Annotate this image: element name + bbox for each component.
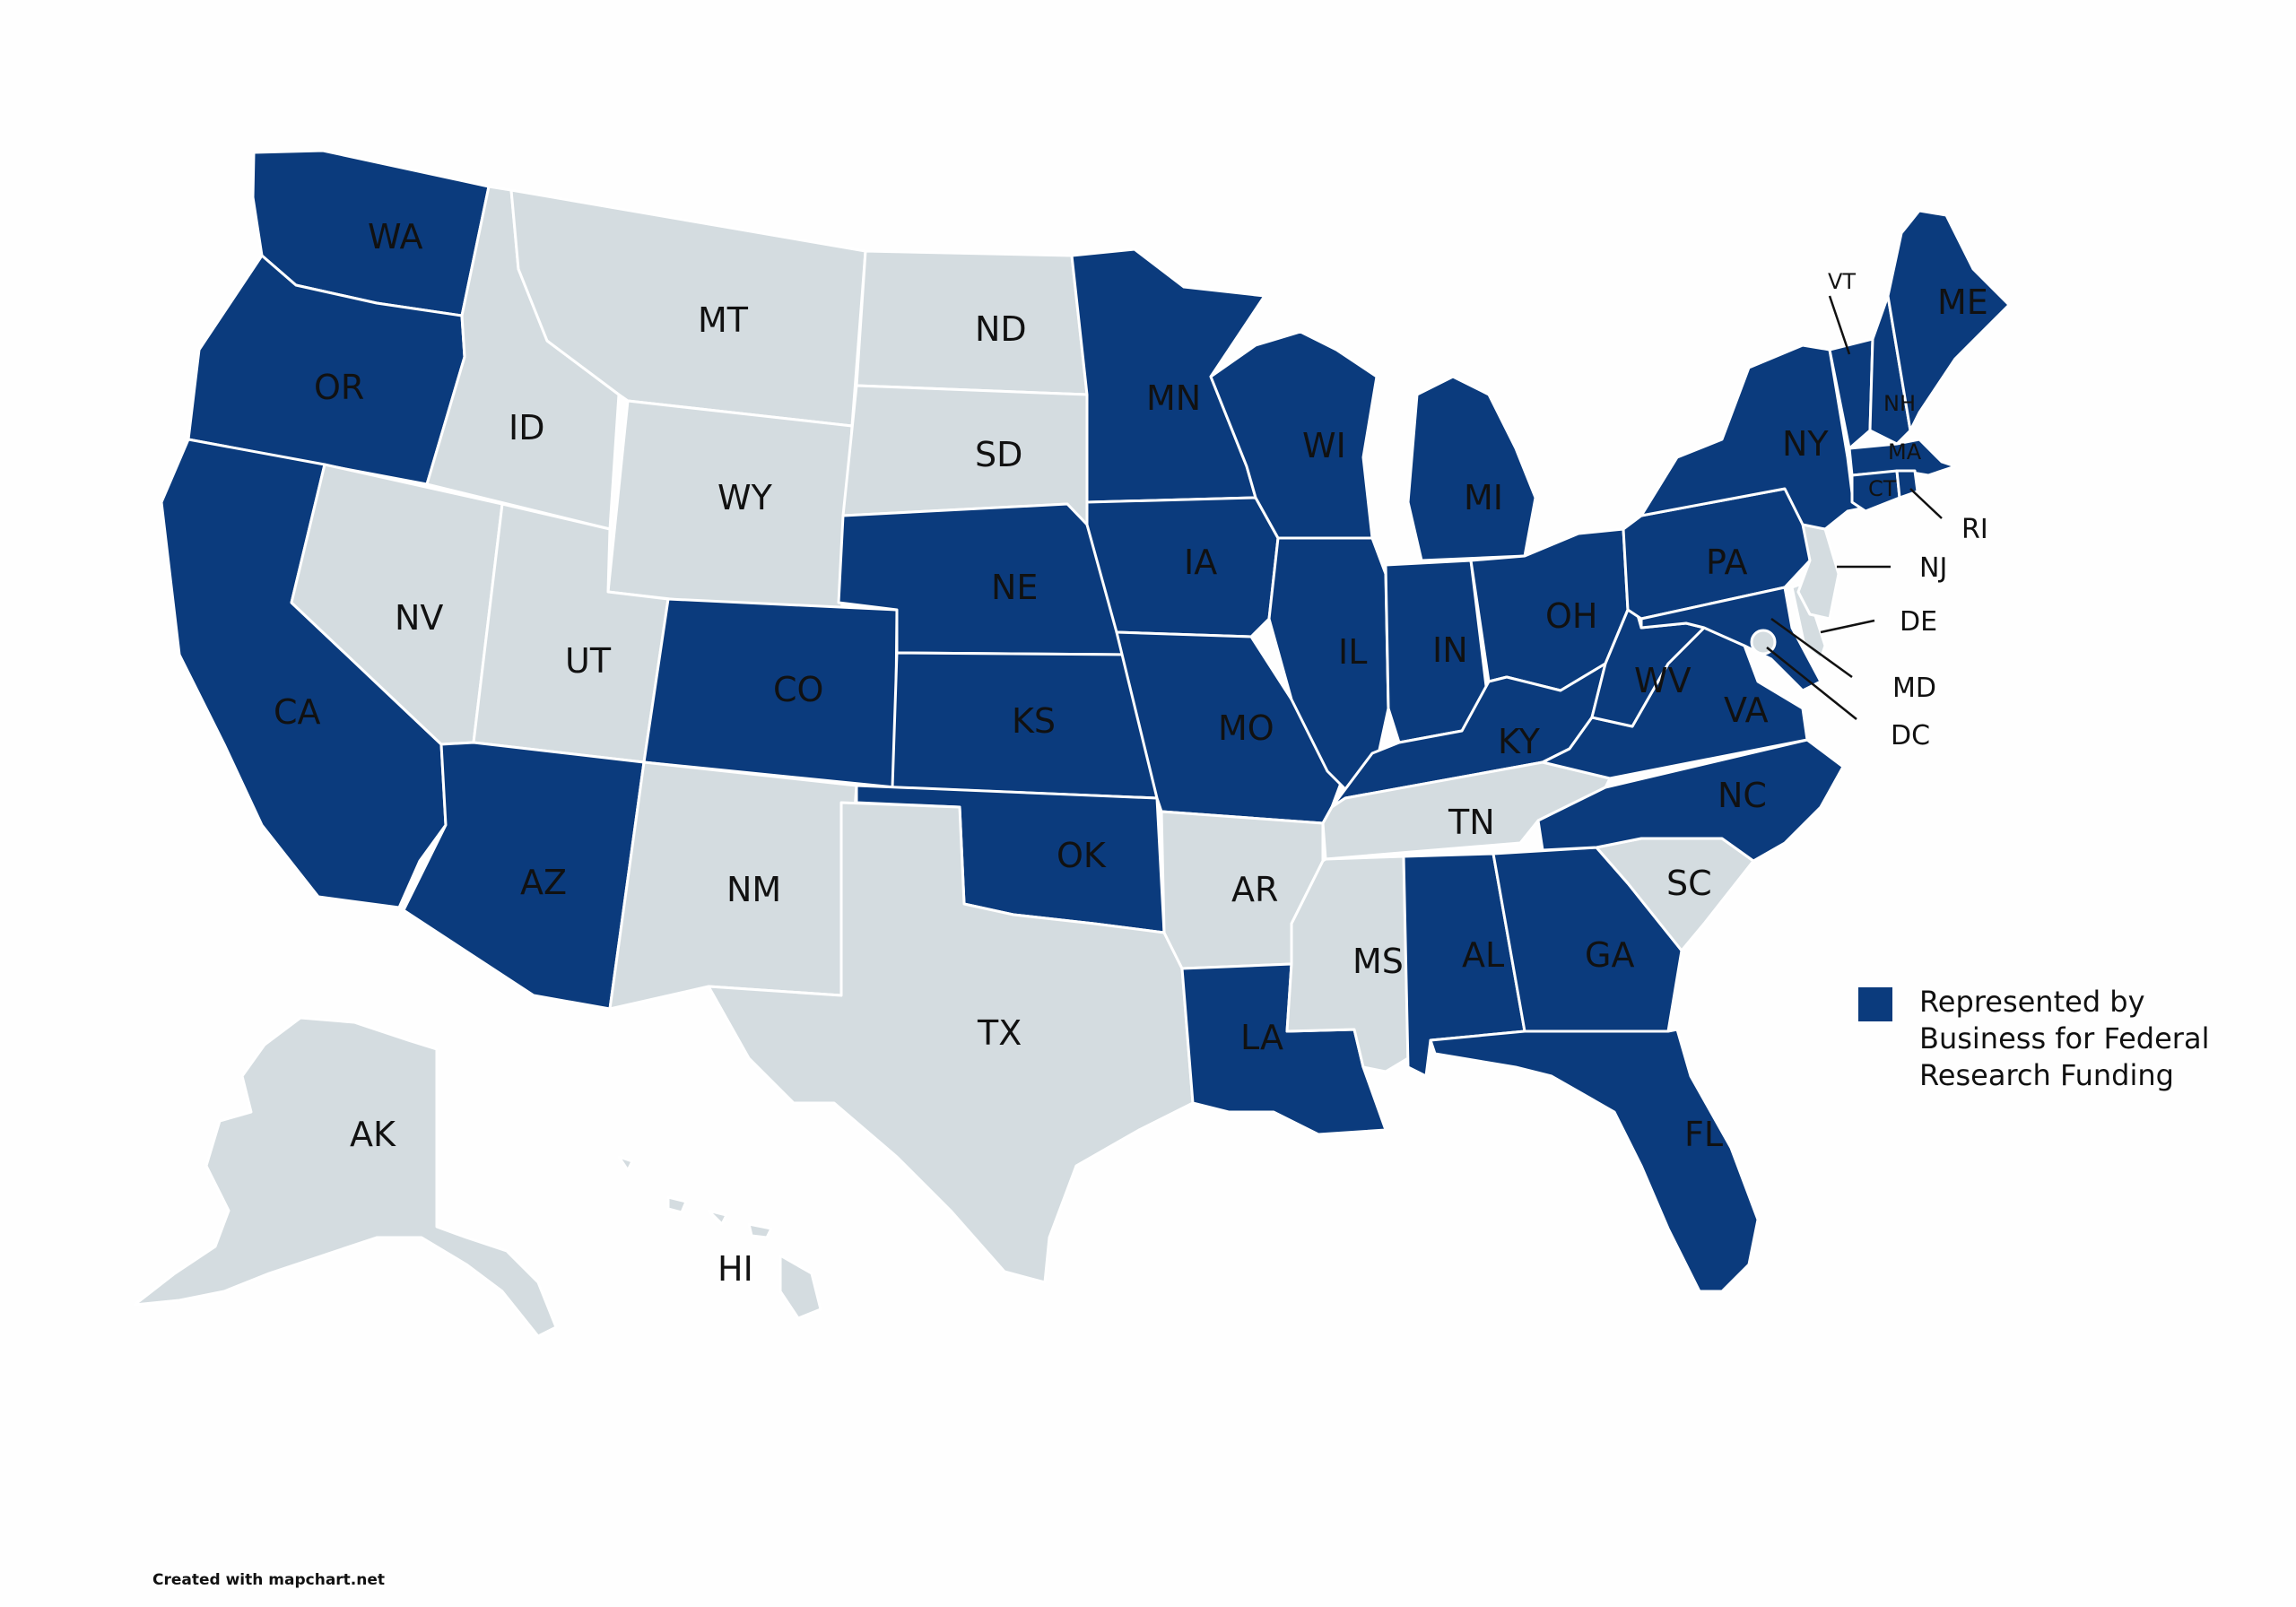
label-ca: CA [274, 692, 321, 732]
label-tn: TN [1448, 803, 1495, 842]
label-ks: KS [1012, 701, 1056, 741]
label-ct: CT [1868, 476, 1897, 501]
legend-swatch [1858, 987, 1892, 1021]
state-co [642, 597, 899, 789]
label-ia: IA [1184, 543, 1217, 582]
label-nd: ND [975, 309, 1027, 349]
label-ut: UT [565, 641, 612, 681]
state-ct [1850, 469, 1901, 513]
label-vt: VT [1828, 269, 1856, 294]
state-md [1639, 586, 1822, 692]
label-ma: MA [1888, 439, 1922, 465]
label-mn: MN [1146, 378, 1201, 418]
label-id: ID [509, 408, 544, 447]
legend: Represented by Business for Federal Rese… [1858, 984, 2260, 1094]
label-wv: WV [1634, 661, 1692, 700]
state-wi [1209, 330, 1378, 540]
legend-label: Represented by Business for Federal Rese… [1919, 985, 2210, 1092]
state-tx [707, 801, 1195, 1284]
label-in: IN [1432, 630, 1468, 670]
label-oh: OH [1545, 596, 1597, 636]
state-nd [855, 249, 1089, 396]
label-ny: NY [1782, 424, 1829, 464]
label-nh: NH [1883, 391, 1916, 416]
state-nh [1868, 294, 1912, 446]
label-nm: NM [726, 870, 781, 909]
label-nj: NJ [1919, 552, 1947, 584]
label-ak: AK [350, 1115, 396, 1154]
label-ar: AR [1231, 870, 1278, 909]
leader-de [1820, 619, 1875, 634]
leader-ri [1909, 488, 1943, 519]
label-dc: DC [1891, 720, 1930, 751]
credit-text: Created with mapchart.net [152, 1571, 386, 1589]
label-md: MD [1892, 673, 1936, 704]
label-ms: MS [1352, 942, 1404, 981]
state-ny [1639, 343, 1872, 531]
label-sc: SC [1666, 864, 1712, 903]
state-nj [1796, 523, 1840, 621]
label-wy: WY [718, 478, 773, 517]
label-la: LA [1240, 1018, 1283, 1057]
state-hi [617, 1155, 822, 1320]
label-ky: KY [1498, 722, 1541, 761]
state-me [1886, 209, 2011, 432]
label-az: AZ [520, 863, 567, 902]
label-co: CO [773, 670, 823, 709]
label-nc: NC [1718, 776, 1767, 815]
label-mt: MT [698, 300, 749, 340]
label-de: DE [1900, 606, 1937, 638]
label-fl: FL [1684, 1115, 1723, 1154]
state-mi [1406, 375, 1537, 562]
state-ia [1085, 496, 1280, 638]
label-ne: NE [991, 568, 1038, 607]
label-or: OR [314, 368, 364, 407]
leader-vt [1828, 295, 1851, 355]
label-ga: GA [1585, 935, 1634, 975]
label-pa: PA [1706, 543, 1747, 582]
label-ri: RI [1961, 514, 1988, 545]
label-me: ME [1937, 282, 1988, 322]
state-ak [133, 1016, 558, 1338]
label-nv: NV [395, 598, 443, 638]
label-wi: WI [1302, 426, 1346, 465]
label-tx: TX [977, 1013, 1022, 1053]
label-ok: OK [1057, 836, 1107, 875]
label-mo: MO [1218, 708, 1274, 748]
label-il: IL [1338, 632, 1367, 672]
leader-md [1770, 617, 1853, 679]
state-fl [1429, 1028, 1760, 1293]
leader-dc [1766, 647, 1857, 720]
label-wa: WA [368, 217, 423, 256]
label-va: VA [1724, 691, 1769, 730]
label-al: AL [1462, 935, 1504, 975]
label-sd: SD [975, 435, 1022, 474]
label-hi: HI [718, 1249, 753, 1289]
label-mi: MI [1464, 478, 1503, 517]
